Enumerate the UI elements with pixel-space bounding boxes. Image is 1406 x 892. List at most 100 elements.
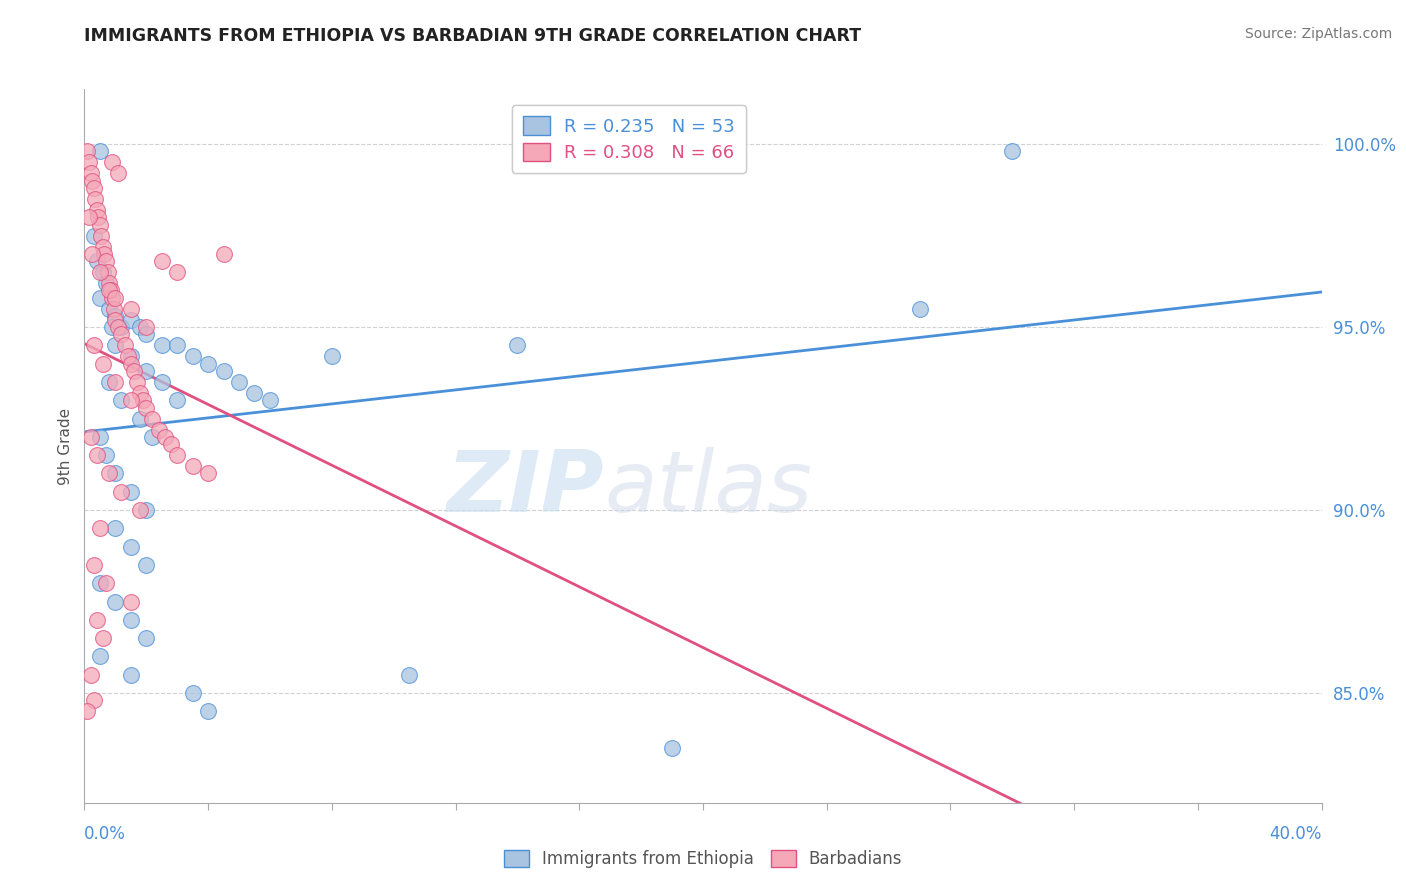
Text: 40.0%: 40.0% bbox=[1270, 825, 1322, 843]
Point bbox=[104, 291, 127, 305]
Point bbox=[398, 667, 420, 681]
Point bbox=[94, 576, 117, 591]
Point bbox=[135, 503, 157, 517]
Point bbox=[83, 558, 105, 572]
Text: 0.0%: 0.0% bbox=[84, 825, 127, 843]
Point bbox=[150, 375, 173, 389]
Point bbox=[82, 247, 104, 261]
Text: ZIP: ZIP bbox=[446, 447, 605, 531]
Point bbox=[120, 301, 142, 316]
Point bbox=[181, 349, 204, 363]
Point bbox=[117, 349, 139, 363]
Point bbox=[91, 357, 114, 371]
Point bbox=[120, 667, 142, 681]
Point bbox=[506, 338, 529, 352]
Point bbox=[76, 704, 98, 718]
Point bbox=[197, 704, 219, 718]
Point bbox=[94, 254, 117, 268]
Point bbox=[89, 430, 111, 444]
Point bbox=[86, 448, 108, 462]
Point bbox=[166, 448, 188, 462]
Point bbox=[129, 503, 152, 517]
Point bbox=[228, 375, 250, 389]
Point bbox=[89, 145, 111, 159]
Point bbox=[98, 375, 121, 389]
Point bbox=[114, 338, 136, 352]
Point bbox=[135, 364, 157, 378]
Point bbox=[104, 312, 127, 326]
Point bbox=[79, 166, 101, 180]
Point bbox=[101, 320, 124, 334]
Point bbox=[212, 247, 235, 261]
Point bbox=[166, 338, 188, 352]
Point bbox=[79, 667, 101, 681]
Point bbox=[122, 364, 145, 378]
Point bbox=[723, 145, 745, 159]
Point bbox=[148, 423, 170, 437]
Point bbox=[98, 467, 121, 481]
Point bbox=[1001, 145, 1024, 159]
Point bbox=[104, 467, 127, 481]
Point bbox=[120, 357, 142, 371]
Point bbox=[77, 211, 100, 225]
Point bbox=[243, 386, 266, 401]
Point bbox=[89, 218, 111, 232]
Point bbox=[120, 349, 142, 363]
Point bbox=[83, 338, 105, 352]
Point bbox=[135, 327, 157, 342]
Point bbox=[197, 357, 219, 371]
Legend: R = 0.235   N = 53, R = 0.308   N = 66: R = 0.235 N = 53, R = 0.308 N = 66 bbox=[512, 105, 745, 173]
Point bbox=[84, 192, 107, 206]
Point bbox=[103, 301, 125, 316]
Point bbox=[129, 320, 152, 334]
Point bbox=[101, 155, 124, 169]
Point bbox=[110, 320, 132, 334]
Point bbox=[135, 320, 157, 334]
Point bbox=[83, 693, 105, 707]
Point bbox=[77, 155, 100, 169]
Point bbox=[98, 276, 121, 290]
Point bbox=[908, 301, 931, 316]
Point bbox=[79, 430, 101, 444]
Point bbox=[104, 594, 127, 608]
Point bbox=[110, 327, 132, 342]
Point bbox=[83, 228, 105, 243]
Point bbox=[135, 631, 157, 645]
Point bbox=[94, 448, 117, 462]
Point bbox=[87, 211, 110, 225]
Point bbox=[104, 375, 127, 389]
Point bbox=[129, 386, 152, 401]
Y-axis label: 9th Grade: 9th Grade bbox=[58, 408, 73, 484]
Point bbox=[89, 291, 111, 305]
Point bbox=[166, 265, 188, 279]
Point bbox=[82, 174, 104, 188]
Point bbox=[120, 312, 142, 326]
Point bbox=[86, 202, 108, 217]
Point bbox=[90, 228, 112, 243]
Point bbox=[91, 239, 114, 253]
Point bbox=[94, 276, 117, 290]
Point bbox=[104, 338, 127, 352]
Point bbox=[89, 649, 111, 664]
Point bbox=[125, 375, 148, 389]
Point bbox=[661, 740, 683, 755]
Text: Source: ZipAtlas.com: Source: ZipAtlas.com bbox=[1244, 27, 1392, 41]
Point bbox=[120, 594, 142, 608]
Point bbox=[153, 430, 176, 444]
Point bbox=[89, 265, 111, 279]
Point bbox=[132, 393, 155, 408]
Point bbox=[120, 393, 142, 408]
Point bbox=[321, 349, 343, 363]
Point bbox=[98, 301, 121, 316]
Point bbox=[181, 459, 204, 474]
Point bbox=[110, 484, 132, 499]
Point bbox=[91, 265, 114, 279]
Legend: Immigrants from Ethiopia, Barbadians: Immigrants from Ethiopia, Barbadians bbox=[496, 843, 910, 875]
Point bbox=[89, 521, 111, 535]
Point bbox=[83, 181, 105, 195]
Point bbox=[104, 521, 127, 535]
Point bbox=[93, 247, 115, 261]
Point bbox=[107, 166, 129, 180]
Point bbox=[160, 437, 183, 451]
Point bbox=[135, 401, 157, 415]
